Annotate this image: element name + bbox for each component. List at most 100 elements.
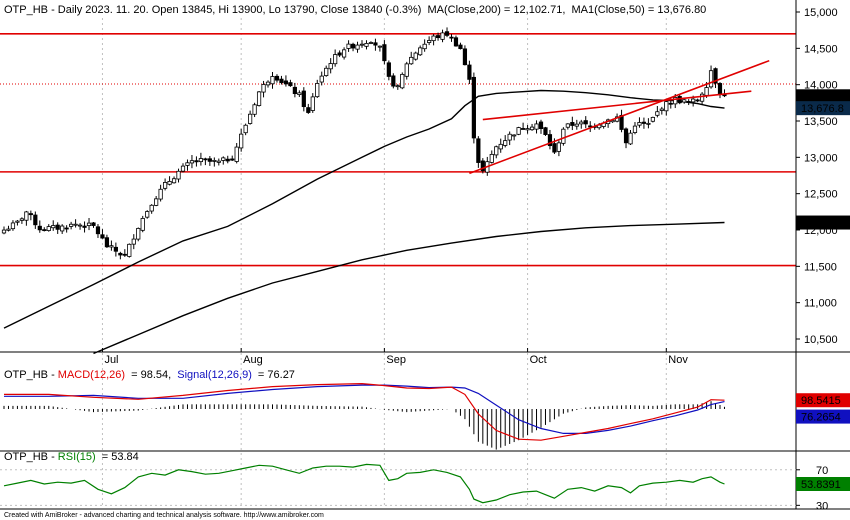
candle-body — [534, 123, 539, 130]
macd-header-label: OTP_HB - — [4, 369, 58, 381]
candle-body — [413, 52, 418, 60]
candle-body — [458, 44, 463, 50]
candle-body — [444, 31, 450, 36]
candle-body — [118, 252, 123, 256]
candle-body — [46, 226, 51, 231]
candle-body — [158, 188, 163, 200]
candle-body — [619, 114, 624, 130]
macd-header: OTP_HB - MACD(12,26) = 98.54, Signal(12,… — [4, 369, 295, 381]
candle-body — [261, 84, 266, 93]
price-header-ma200: MA(Close,200) = 12,102.71, — [428, 4, 566, 16]
price-tag-box — [796, 101, 850, 116]
candle-body — [265, 81, 271, 86]
candle-body — [176, 170, 181, 180]
footer-credit: Created with AmiBroker - advanced charti… — [4, 512, 324, 519]
candle-body — [659, 108, 664, 111]
macd-signal-line — [4, 384, 725, 434]
price-header-prefix: OTP_HB - Daily 2023. 11. 20. Open 13845,… — [4, 4, 421, 16]
candle-body — [1, 229, 7, 234]
candle-body — [682, 99, 687, 103]
candle-body — [561, 128, 566, 144]
candle-body — [225, 158, 230, 162]
candle-body — [95, 226, 101, 235]
candle-body — [288, 82, 293, 87]
rsi-line — [3, 463, 725, 504]
macd-line — [4, 382, 725, 441]
macd-header-signal-name: Signal(12,26,9) — [177, 369, 252, 381]
candle-body — [37, 225, 42, 231]
candle-body — [373, 42, 378, 46]
price-tag-label: 13,840 — [801, 91, 835, 103]
candle-body — [239, 133, 244, 149]
ma200-line — [93, 221, 725, 355]
candle-body — [664, 101, 669, 112]
candle-body — [449, 36, 454, 39]
candle-body — [301, 90, 306, 108]
candle-body — [453, 37, 459, 47]
price-tick-label: 13,500 — [804, 116, 838, 128]
candle-body — [136, 228, 141, 240]
candle-body — [579, 121, 584, 125]
candle-body — [42, 229, 47, 232]
candle-body — [15, 220, 20, 223]
candle-body — [162, 182, 168, 189]
price-tick-label: 14,500 — [804, 43, 838, 55]
candle-body — [467, 64, 472, 80]
candle-body — [19, 218, 25, 221]
candle-body — [283, 80, 289, 85]
candle-body — [395, 85, 400, 88]
candle-body — [324, 67, 329, 77]
macd-tag-box — [796, 393, 850, 408]
candle-body — [440, 32, 445, 40]
rsi-tick-label: 30 — [816, 500, 828, 512]
candle-body — [230, 158, 235, 161]
rsi-tag-label: 53.8391 — [801, 479, 841, 491]
candle-body — [570, 122, 575, 126]
candle-body — [149, 204, 154, 212]
candle-body — [180, 165, 186, 172]
candle-body — [274, 75, 280, 81]
candle-body — [167, 181, 172, 185]
candle-body — [216, 160, 221, 163]
candle-body — [565, 123, 570, 128]
candle-body — [140, 218, 145, 231]
candle-body — [60, 225, 65, 232]
rsi-tick-label: 70 — [816, 465, 828, 477]
candle-body — [422, 43, 427, 50]
candle-body — [131, 238, 136, 245]
triangle-trendline — [482, 90, 752, 121]
rsi-header-label: OTP_HB - — [4, 451, 58, 463]
candle-body — [69, 223, 74, 227]
month-label: Nov — [668, 354, 688, 366]
candle-body — [100, 234, 105, 239]
candle-body — [404, 63, 409, 77]
candle-body — [333, 54, 338, 65]
price-header: OTP_HB - Daily 2023. 11. 20. Open 13845,… — [4, 4, 706, 16]
candle-body — [489, 153, 494, 163]
macd-header-signal-value: = 76.27 — [258, 369, 295, 381]
candle-body — [713, 68, 718, 84]
candle-body — [538, 121, 544, 129]
candle-body — [51, 225, 56, 229]
candle-body — [543, 127, 548, 135]
price-tag-box — [796, 215, 850, 230]
macd-header-value: = 98.54, — [131, 369, 171, 381]
candle-body — [355, 44, 360, 50]
candle-body — [637, 122, 642, 126]
candle-body — [306, 107, 311, 113]
candle-body — [431, 35, 436, 42]
candle-body — [708, 70, 714, 88]
candle-body — [122, 253, 127, 256]
candle-body — [646, 122, 651, 125]
candle-body — [82, 225, 87, 228]
candle-body — [319, 75, 324, 83]
macd-tag-label: 98.5415 — [801, 395, 841, 407]
candle-body — [145, 211, 150, 218]
signal-tag-box — [796, 409, 850, 424]
candle-body — [86, 222, 92, 226]
candle-body — [471, 76, 476, 139]
candle-body — [476, 138, 481, 163]
candle-body — [279, 78, 284, 83]
triangle-trendline — [469, 59, 770, 175]
candle-body — [525, 128, 530, 131]
